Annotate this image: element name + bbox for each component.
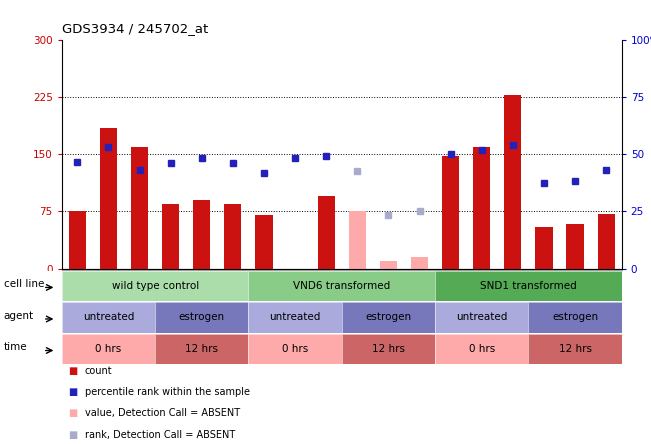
Text: 12 hrs: 12 hrs	[372, 344, 405, 354]
Bar	[535, 227, 553, 269]
Text: 12 hrs: 12 hrs	[186, 344, 218, 354]
Bar	[162, 204, 179, 269]
Text: untreated: untreated	[456, 313, 507, 322]
Bar	[69, 211, 86, 269]
Text: agent: agent	[4, 311, 34, 321]
Text: ■: ■	[68, 366, 77, 376]
Text: rank, Detection Call = ABSENT: rank, Detection Call = ABSENT	[85, 430, 235, 440]
Text: estrogen: estrogen	[365, 313, 411, 322]
Bar	[193, 200, 210, 269]
Text: GDS3934 / 245702_at: GDS3934 / 245702_at	[62, 23, 208, 36]
Text: time: time	[4, 342, 27, 353]
Text: ■: ■	[68, 430, 77, 440]
Text: cell line: cell line	[4, 279, 44, 289]
Bar	[349, 211, 366, 269]
Bar	[380, 261, 397, 269]
Bar	[598, 214, 615, 269]
Bar	[505, 95, 521, 269]
Bar	[442, 156, 459, 269]
Text: 0 hrs: 0 hrs	[282, 344, 308, 354]
Text: percentile rank within the sample: percentile rank within the sample	[85, 387, 249, 397]
Text: VND6 transformed: VND6 transformed	[293, 281, 391, 291]
Bar	[411, 257, 428, 269]
Text: count: count	[85, 366, 112, 376]
Text: estrogen: estrogen	[179, 313, 225, 322]
Text: 12 hrs: 12 hrs	[559, 344, 592, 354]
Text: SND1 transformed: SND1 transformed	[480, 281, 577, 291]
Bar	[131, 147, 148, 269]
Text: untreated: untreated	[270, 313, 321, 322]
Text: wild type control: wild type control	[111, 281, 199, 291]
Bar	[100, 127, 117, 269]
Text: ■: ■	[68, 408, 77, 418]
Text: 0 hrs: 0 hrs	[96, 344, 122, 354]
Text: 0 hrs: 0 hrs	[469, 344, 495, 354]
Bar	[473, 147, 490, 269]
Bar	[566, 224, 583, 269]
Text: estrogen: estrogen	[552, 313, 598, 322]
Bar	[255, 215, 273, 269]
Text: untreated: untreated	[83, 313, 134, 322]
Text: ■: ■	[68, 387, 77, 397]
Bar	[318, 196, 335, 269]
Bar	[225, 204, 242, 269]
Text: value, Detection Call = ABSENT: value, Detection Call = ABSENT	[85, 408, 240, 418]
